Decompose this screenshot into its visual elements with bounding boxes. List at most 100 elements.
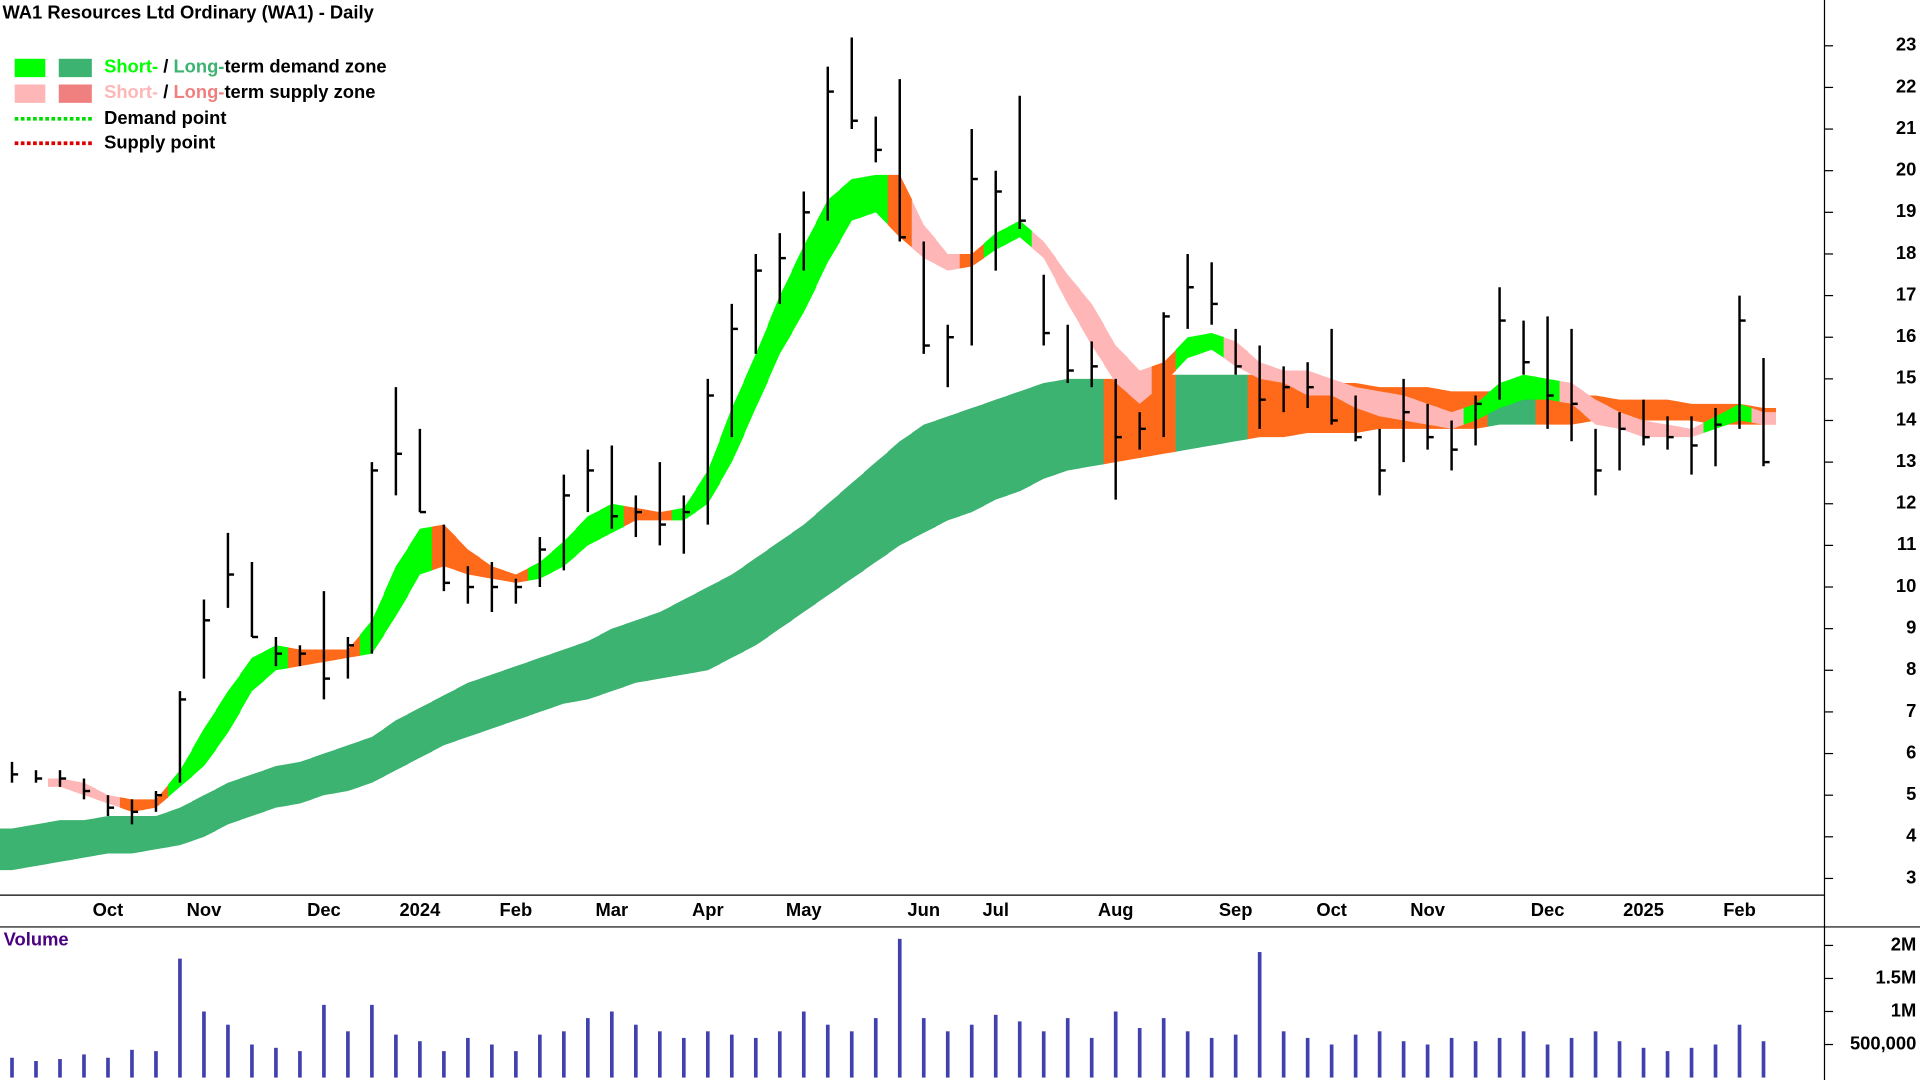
legend-text: Short- [104, 81, 158, 102]
zone-segment [695, 580, 721, 673]
zone-segment [935, 412, 961, 527]
volume-bar [1761, 1041, 1766, 1078]
zone-segment [359, 728, 385, 787]
zone-segment [1199, 374, 1225, 448]
zone-segment [407, 701, 433, 764]
volume-bar [921, 1018, 926, 1078]
zone-segment [479, 670, 505, 733]
volume-bar [34, 1061, 38, 1078]
volume-bar [1665, 1051, 1670, 1078]
zone-segment [863, 174, 889, 225]
zone-segment [311, 749, 337, 800]
volume-bar [1017, 1021, 1022, 1078]
y-tick-label: 9 [1906, 616, 1916, 637]
zone-segment [719, 566, 745, 665]
zone-segment [263, 763, 289, 812]
volume-bar [777, 1031, 782, 1078]
legend-text: Supply point [104, 131, 215, 152]
zone-segment [503, 661, 529, 725]
volume-bar [418, 1041, 422, 1078]
x-tick-label: May [786, 899, 823, 920]
zone-segment [743, 549, 769, 652]
zone-segment [623, 616, 649, 687]
volume-bar [1257, 952, 1262, 1078]
zone-segment [191, 788, 217, 841]
zone-segment [455, 678, 481, 742]
volume-bar [945, 1031, 950, 1078]
legend-swatch [58, 84, 92, 103]
volume-bar [1401, 1041, 1406, 1078]
volume-bar [1449, 1037, 1454, 1078]
zone-segment [1199, 333, 1225, 359]
volume-bar [969, 1024, 974, 1078]
x-tick-label: Sep [1219, 899, 1253, 920]
zone-segment [383, 714, 409, 777]
volume-bar [1377, 1031, 1382, 1078]
zone-segment [167, 801, 193, 848]
volume-bar [130, 1049, 134, 1078]
volume-bar [1473, 1041, 1478, 1078]
volume-bar [849, 1031, 854, 1078]
zone-segment [1079, 289, 1105, 365]
x-tick-label: Apr [692, 899, 724, 920]
volume-bar [490, 1044, 494, 1078]
volume-bar [250, 1044, 254, 1078]
legend-text: Long- [173, 55, 224, 76]
volume-bar [106, 1057, 110, 1078]
volume-bars [10, 938, 1766, 1078]
zone-segment [1175, 335, 1201, 371]
volume-bar [1329, 1044, 1334, 1078]
volume-title: Volume [4, 928, 69, 949]
volume-bar [1305, 1037, 1310, 1078]
zone-segment [575, 510, 601, 556]
zone-segment [791, 514, 817, 621]
y-tick-label: 14 [1896, 408, 1917, 429]
zone-segment [143, 811, 169, 852]
volume-bar [178, 958, 182, 1078]
y-tick-label: 1.5M [1875, 966, 1916, 987]
volume-bar [562, 1031, 566, 1078]
volume-bar [82, 1054, 86, 1078]
volume-bar [1497, 1037, 1502, 1078]
x-tick-label: Jun [907, 899, 940, 920]
legend-label: Demand point [104, 107, 226, 128]
zone-segment [815, 493, 841, 604]
zone-segment [1511, 374, 1537, 404]
zone-segment [287, 757, 313, 806]
x-tick-label: Aug [1098, 899, 1134, 920]
zone-segment [743, 324, 769, 436]
zone-segment [1103, 324, 1129, 394]
volume-bar [1185, 1031, 1190, 1078]
zone-segment [1055, 258, 1081, 325]
y-tick-label: 1M [1891, 999, 1917, 1020]
zone-segment [239, 651, 265, 712]
volume-bar [1209, 1037, 1214, 1078]
volume-bar [729, 1034, 734, 1078]
y-tick-label: 8 [1906, 658, 1916, 679]
zone-segment [1583, 391, 1609, 427]
legend-text: Demand point [104, 107, 226, 128]
y-tick-label: 11 [1897, 533, 1916, 554]
legend-label: Short- / Long-term demand zone [104, 55, 387, 76]
zone-segment [431, 689, 457, 752]
y-tick-label: 7 [1906, 700, 1916, 721]
zone-segment [0, 826, 25, 871]
zone-segment [455, 537, 481, 577]
zone-segment [671, 489, 697, 521]
zone-segment [791, 222, 817, 334]
volume-bar [274, 1047, 278, 1078]
zone-segment [119, 816, 145, 854]
volume-bar [609, 1011, 614, 1078]
zone-segment [575, 634, 601, 702]
legend-swatch [14, 58, 46, 78]
zone-segment [383, 547, 409, 635]
zone-segment [1031, 380, 1057, 486]
zone-segment [983, 395, 1009, 506]
volume-bar [346, 1031, 350, 1078]
legend-text: term supply zone [224, 81, 375, 102]
volume-bar [202, 1011, 206, 1078]
y-tick-label: 19 [1896, 200, 1916, 221]
y-tick-label: 2M [1891, 933, 1917, 954]
